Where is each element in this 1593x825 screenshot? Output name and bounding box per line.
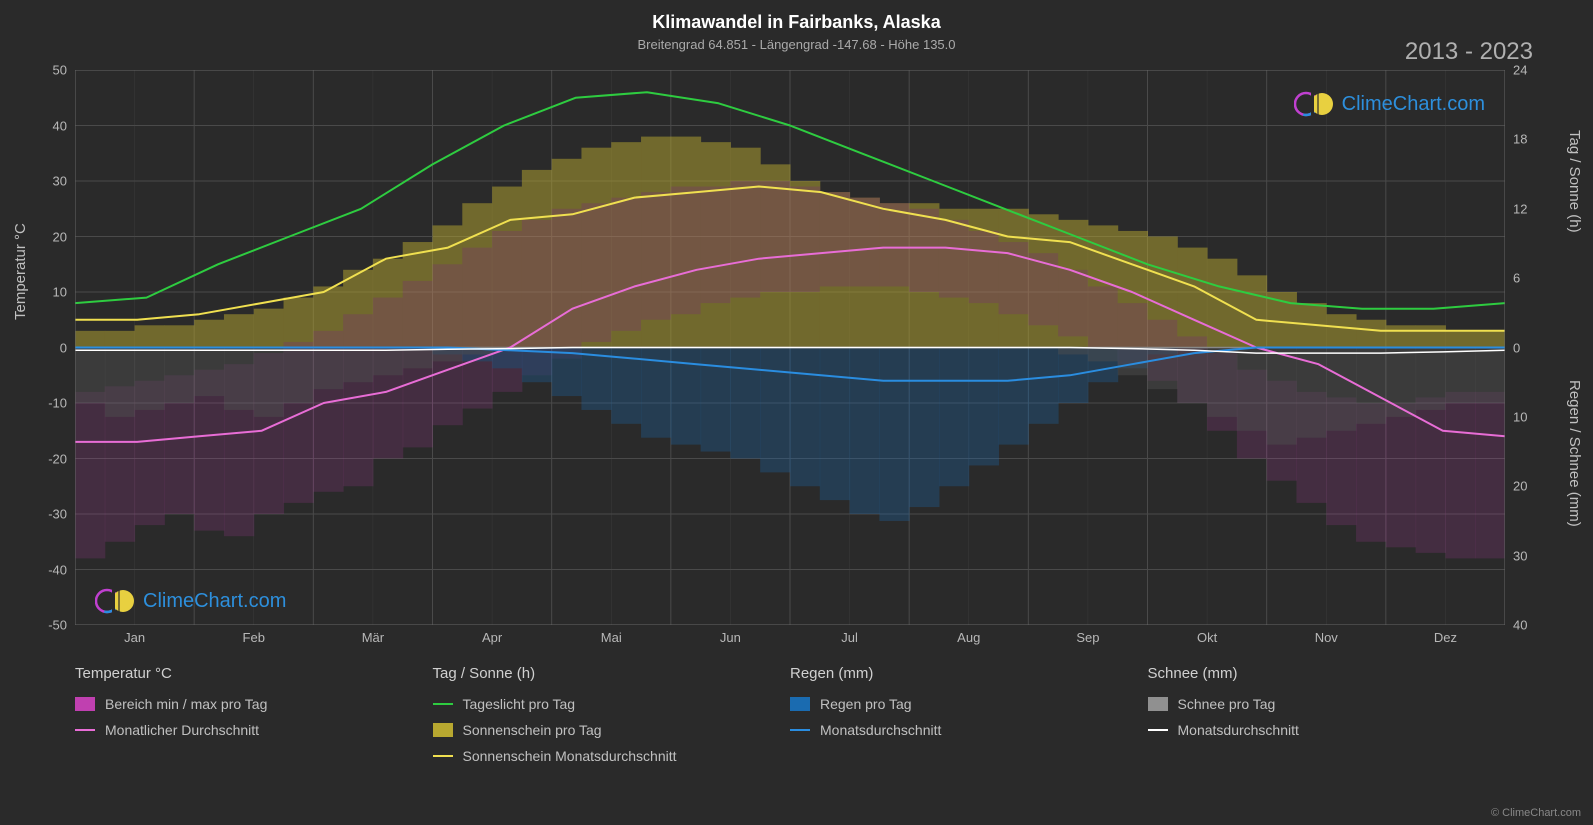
x-month-tick: Feb [243, 630, 265, 645]
legend-header-temp: Temperatur °C [75, 665, 433, 682]
legend-line [75, 729, 95, 731]
chart-svg [75, 70, 1505, 625]
legend-label: Monatlicher Durchschnitt [105, 722, 259, 738]
y-axis-right-sun-label: Tag / Sonne (h) [1566, 130, 1583, 233]
legend-item: Monatlicher Durchschnitt [75, 722, 433, 738]
legend-label: Monatsdurchschnitt [1178, 722, 1299, 738]
y-left-tick: -50 [27, 618, 67, 633]
watermark-logo-bottom: ClimeChart.com [95, 587, 286, 615]
legend-label: Sonnenschein pro Tag [463, 722, 602, 738]
legend-item: Sonnenschein Monatsdurchschnitt [433, 748, 791, 764]
x-month-tick: Jun [720, 630, 741, 645]
watermark-text: ClimeChart.com [143, 590, 286, 613]
legend-header-sun: Tag / Sonne (h) [433, 665, 791, 682]
y-right-sun-tick: 6 [1513, 271, 1553, 286]
legend-col-temp: Temperatur °C Bereich min / max pro Tag M… [75, 665, 433, 774]
x-month-tick: Dez [1434, 630, 1457, 645]
legend-line [433, 755, 453, 757]
legend-header-snow: Schnee (mm) [1148, 665, 1506, 682]
legend-label: Bereich min / max pro Tag [105, 696, 267, 712]
x-month-tick: Mär [362, 630, 384, 645]
x-month-tick: Okt [1197, 630, 1217, 645]
y-left-tick: -30 [27, 507, 67, 522]
legend-label: Monatsdurchschnitt [820, 722, 941, 738]
legend-item: Monatsdurchschnitt [790, 722, 1148, 738]
legend-line [790, 729, 810, 731]
legend-line [433, 703, 453, 705]
legend-item: Regen pro Tag [790, 696, 1148, 712]
legend-swatch [433, 723, 453, 737]
y-left-tick: 40 [27, 118, 67, 133]
climechart-logo-icon [1294, 90, 1336, 118]
y-left-tick: -20 [27, 451, 67, 466]
y-left-tick: 20 [27, 229, 67, 244]
copyright-label: © ClimeChart.com [1491, 807, 1581, 819]
legend-item: Sonnenschein pro Tag [433, 722, 791, 738]
chart-plot-area: 50403020100-10-20-30-40-50 2418126010203… [75, 70, 1505, 625]
y-right-precip-tick: 40 [1513, 618, 1553, 633]
x-month-tick: Jan [124, 630, 145, 645]
legend-header-rain: Regen (mm) [790, 665, 1148, 682]
legend-label: Tageslicht pro Tag [463, 696, 576, 712]
legend-swatch [75, 697, 95, 711]
legend-swatch [1148, 697, 1168, 711]
chart-subtitle: Breitengrad 64.851 - Längengrad -147.68 … [0, 33, 1593, 52]
x-month-tick: Mai [601, 630, 622, 645]
y-right-sun-tick: 0 [1513, 340, 1553, 355]
watermark-text: ClimeChart.com [1342, 93, 1485, 116]
y-axis-right-precip-label: Regen / Schnee (mm) [1566, 380, 1583, 527]
y-right-sun-tick: 12 [1513, 201, 1553, 216]
y-right-precip-tick: 10 [1513, 409, 1553, 424]
legend-label: Sonnenschein Monatsdurchschnitt [463, 748, 677, 764]
watermark-logo-top: ClimeChart.com [1294, 90, 1485, 118]
climechart-logo-icon [95, 587, 137, 615]
y-right-sun-tick: 18 [1513, 132, 1553, 147]
legend-item: Tageslicht pro Tag [433, 696, 791, 712]
y-left-tick: -40 [27, 562, 67, 577]
legend-item: Monatsdurchschnitt [1148, 722, 1506, 738]
legend-line [1148, 729, 1168, 731]
chart-title: Klimawandel in Fairbanks, Alaska [0, 0, 1593, 33]
y-left-tick: 0 [27, 340, 67, 355]
legend-label: Regen pro Tag [820, 696, 912, 712]
x-month-tick: Apr [482, 630, 502, 645]
y-left-tick: 30 [27, 174, 67, 189]
x-month-tick: Jul [841, 630, 858, 645]
legend-col-snow: Schnee (mm) Schnee pro Tag Monatsdurchsch… [1148, 665, 1506, 774]
x-month-tick: Aug [957, 630, 980, 645]
legend-swatch [790, 697, 810, 711]
legend-col-rain: Regen (mm) Regen pro Tag Monatsdurchschni… [790, 665, 1148, 774]
y-left-tick: 10 [27, 285, 67, 300]
legend-item: Schnee pro Tag [1148, 696, 1506, 712]
chart-legend: Temperatur °C Bereich min / max pro Tag M… [75, 665, 1505, 774]
y-right-sun-tick: 24 [1513, 63, 1553, 78]
y-right-precip-tick: 20 [1513, 479, 1553, 494]
y-left-tick: -10 [27, 396, 67, 411]
y-left-tick: 50 [27, 63, 67, 78]
legend-item: Bereich min / max pro Tag [75, 696, 433, 712]
x-month-tick: Sep [1076, 630, 1099, 645]
y-right-precip-tick: 30 [1513, 548, 1553, 563]
x-month-tick: Nov [1315, 630, 1338, 645]
legend-col-sun: Tag / Sonne (h) Tageslicht pro Tag Sonnen… [433, 665, 791, 774]
legend-label: Schnee pro Tag [1178, 696, 1276, 712]
